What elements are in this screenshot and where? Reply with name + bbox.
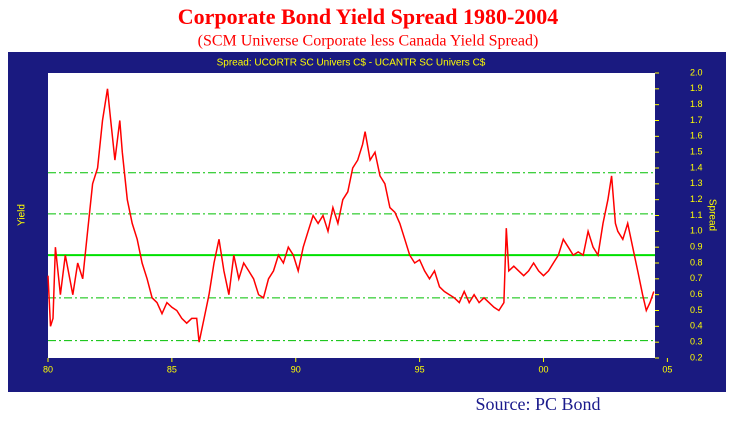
y-axis-label: Yield <box>17 204 28 226</box>
x-tick-label: 85 <box>167 364 177 374</box>
y-tick-label: 1.4 <box>690 162 703 172</box>
y-tick-label: 0.5 <box>690 305 703 315</box>
y-tick-label: 1.7 <box>690 115 703 125</box>
y-tick-label: 1.2 <box>690 194 703 204</box>
y2-axis-label: Spread <box>706 199 717 231</box>
y-tick-label: 1.9 <box>690 83 703 93</box>
x-tick-label: 90 <box>291 364 301 374</box>
y-tick-label: 1.3 <box>690 178 703 188</box>
y-tick-label: 2.0 <box>690 67 703 77</box>
series-line <box>47 88 655 343</box>
y-tick-label: 0.4 <box>690 321 703 331</box>
y-tick-label: 0.2 <box>690 352 703 362</box>
y-tick-label: 1.0 <box>690 226 703 236</box>
plot-title: Spread: UCORTR SC Univers C$ - UCANTR SC… <box>217 58 486 69</box>
y-tick-label: 1.8 <box>690 99 703 109</box>
chart-subtitle: (SCM Universe Corporate less Canada Yiel… <box>198 33 539 50</box>
y-tick-label: 0.8 <box>690 257 703 267</box>
y-tick-label: 0.9 <box>690 242 703 252</box>
y-tick-label: 1.5 <box>690 147 703 157</box>
x-tick-label: 05 <box>662 364 672 374</box>
source: Source: PC Bond <box>475 394 600 414</box>
x-tick-label: 00 <box>539 364 549 374</box>
plot-area <box>48 73 655 358</box>
y-tick-label: 0.6 <box>690 289 703 299</box>
y-tick-label: 0.3 <box>690 337 703 347</box>
x-tick-label: 80 <box>43 364 53 374</box>
y-tick-label: 1.6 <box>690 131 703 141</box>
chart-title: Corporate Bond Yield Spread 1980-2004 <box>178 4 559 29</box>
y-tick-label: 1.1 <box>690 210 703 220</box>
y-tick-label: 0.7 <box>690 273 703 283</box>
x-tick-label: 95 <box>415 364 425 374</box>
